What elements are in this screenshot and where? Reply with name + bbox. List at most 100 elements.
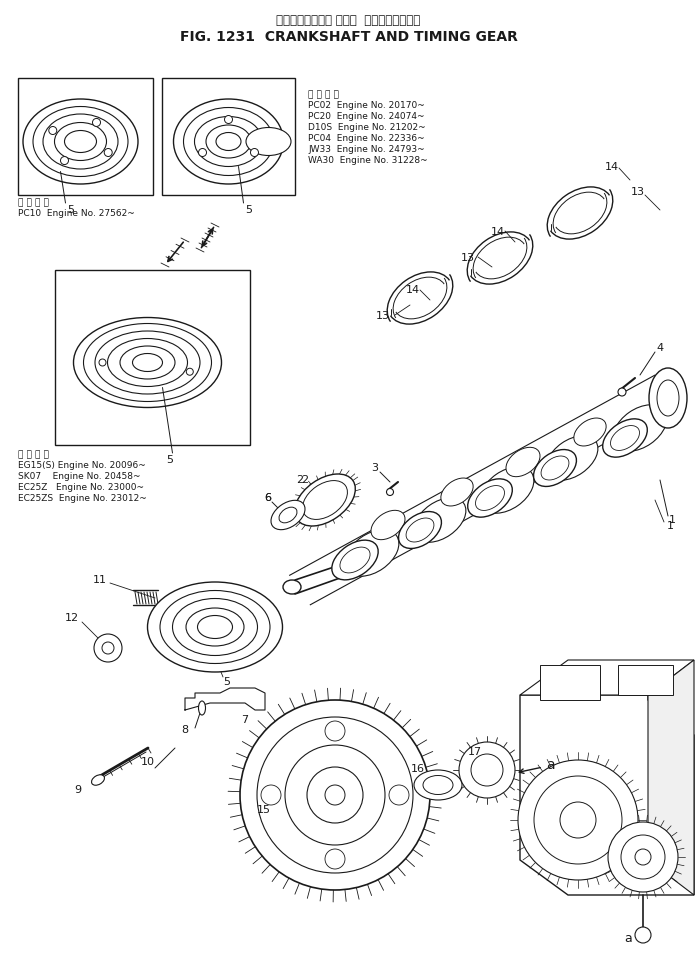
- Bar: [55, 270, 250, 445]
- Ellipse shape: [345, 530, 399, 577]
- Text: EC25ZS  Engine No. 23012~: EC25ZS Engine No. 23012~: [18, 494, 147, 503]
- Polygon shape: [648, 660, 694, 895]
- Circle shape: [307, 767, 363, 823]
- Ellipse shape: [91, 774, 105, 785]
- Ellipse shape: [414, 498, 466, 543]
- Ellipse shape: [160, 590, 270, 663]
- Text: a: a: [546, 758, 554, 772]
- Ellipse shape: [271, 501, 305, 530]
- Text: 3: 3: [372, 463, 378, 473]
- Ellipse shape: [283, 580, 301, 594]
- Ellipse shape: [120, 346, 175, 379]
- Ellipse shape: [206, 125, 251, 158]
- Circle shape: [93, 119, 100, 127]
- Polygon shape: [520, 695, 694, 895]
- Ellipse shape: [506, 447, 540, 476]
- Text: 4: 4: [657, 343, 664, 353]
- Ellipse shape: [174, 99, 284, 184]
- Ellipse shape: [194, 117, 263, 167]
- Circle shape: [261, 785, 281, 805]
- Text: 2: 2: [301, 475, 309, 485]
- Text: 5: 5: [245, 205, 252, 215]
- Circle shape: [608, 822, 678, 892]
- Polygon shape: [185, 688, 265, 710]
- Text: 6: 6: [264, 493, 272, 503]
- Text: 14: 14: [491, 227, 505, 237]
- Ellipse shape: [611, 426, 640, 450]
- Ellipse shape: [33, 106, 128, 176]
- Bar: [540, 665, 600, 700]
- Circle shape: [99, 359, 106, 366]
- Circle shape: [199, 148, 206, 157]
- Ellipse shape: [649, 368, 687, 428]
- Circle shape: [211, 607, 219, 615]
- Text: PC02  Engine No. 20170~: PC02 Engine No. 20170~: [308, 101, 424, 110]
- Ellipse shape: [371, 510, 405, 540]
- Text: EG15(S) Engine No. 20096~: EG15(S) Engine No. 20096~: [18, 461, 146, 470]
- Circle shape: [518, 760, 638, 880]
- Ellipse shape: [73, 318, 222, 407]
- Ellipse shape: [172, 598, 257, 656]
- Text: 13: 13: [376, 311, 390, 321]
- Circle shape: [534, 776, 622, 864]
- Ellipse shape: [414, 770, 462, 800]
- Circle shape: [387, 489, 394, 496]
- Text: D10S  Engine No. 21202~: D10S Engine No. 21202~: [308, 123, 426, 132]
- Circle shape: [233, 631, 240, 639]
- Circle shape: [325, 785, 345, 805]
- Ellipse shape: [54, 123, 107, 161]
- Ellipse shape: [107, 339, 187, 387]
- Ellipse shape: [468, 479, 512, 517]
- Text: 1: 1: [668, 515, 675, 525]
- Circle shape: [325, 849, 345, 869]
- Bar: [618, 665, 673, 695]
- Circle shape: [325, 721, 345, 741]
- Ellipse shape: [613, 405, 667, 451]
- Text: 5: 5: [166, 455, 173, 465]
- Bar: [162, 78, 295, 195]
- Text: 17: 17: [468, 747, 482, 757]
- Circle shape: [618, 388, 626, 396]
- Circle shape: [285, 745, 385, 845]
- Text: 8: 8: [181, 725, 189, 735]
- Ellipse shape: [183, 107, 273, 175]
- Ellipse shape: [84, 323, 211, 401]
- Ellipse shape: [603, 419, 648, 457]
- Circle shape: [230, 627, 236, 633]
- Ellipse shape: [295, 474, 355, 526]
- Text: 2: 2: [296, 475, 304, 485]
- Text: 5: 5: [224, 677, 231, 687]
- Text: 13: 13: [631, 187, 645, 197]
- Ellipse shape: [399, 511, 441, 548]
- Circle shape: [49, 127, 56, 134]
- Text: 1: 1: [666, 521, 673, 531]
- Text: JW33  Engine No. 24793~: JW33 Engine No. 24793~: [308, 145, 424, 154]
- Ellipse shape: [23, 99, 138, 184]
- Ellipse shape: [216, 132, 241, 151]
- Ellipse shape: [340, 547, 370, 573]
- Ellipse shape: [65, 131, 96, 153]
- Circle shape: [250, 148, 259, 157]
- Text: 15: 15: [257, 805, 271, 815]
- Ellipse shape: [43, 114, 118, 169]
- Text: a: a: [624, 931, 632, 945]
- Ellipse shape: [197, 616, 233, 639]
- Text: 12: 12: [65, 613, 79, 623]
- Circle shape: [105, 148, 112, 157]
- Text: PC10  Engine No. 27562~: PC10 Engine No. 27562~: [18, 209, 135, 218]
- Ellipse shape: [279, 507, 297, 523]
- Ellipse shape: [148, 582, 282, 672]
- Text: 5: 5: [67, 205, 74, 215]
- Ellipse shape: [302, 480, 347, 519]
- Ellipse shape: [95, 331, 200, 394]
- Circle shape: [186, 368, 193, 375]
- Text: 13: 13: [461, 253, 475, 263]
- Circle shape: [459, 742, 515, 798]
- Circle shape: [94, 634, 122, 662]
- Text: 6: 6: [264, 493, 272, 503]
- Text: 適 用 号 機: 適 用 号 機: [308, 90, 339, 99]
- Ellipse shape: [132, 354, 162, 371]
- Ellipse shape: [657, 380, 679, 416]
- Ellipse shape: [475, 486, 505, 510]
- Circle shape: [61, 157, 68, 165]
